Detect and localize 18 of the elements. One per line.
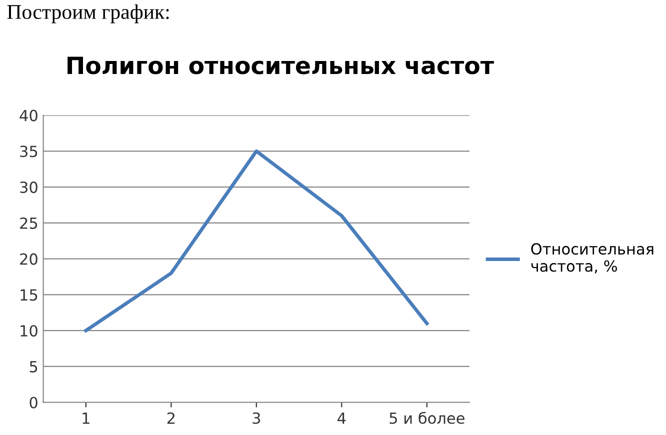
legend-label: Относительная частота, % bbox=[531, 243, 654, 274]
chart-title: Полигон относительных частот bbox=[68, 56, 494, 74]
y-tick-label: 15 bbox=[20, 289, 38, 301]
x-tick-label: 5 и более bbox=[390, 412, 464, 424]
y-tick-label: 10 bbox=[20, 325, 38, 337]
text: Построим график: bbox=[7, 4, 169, 24]
y-tick-label: 30 bbox=[20, 182, 38, 194]
x-tick-label: 2 bbox=[167, 412, 174, 424]
y-tick-label: 40 bbox=[20, 110, 38, 122]
y-tick-label: 0 bbox=[30, 396, 38, 408]
line-series bbox=[84, 149, 429, 332]
x-tick-label: 3 bbox=[252, 412, 260, 424]
y-tick-label: 35 bbox=[20, 146, 38, 158]
x-tick-label: 4 bbox=[338, 412, 346, 424]
y-tick-label: 5 bbox=[30, 361, 38, 373]
y-tick-label: 25 bbox=[20, 217, 38, 229]
y-tick-label: 20 bbox=[20, 253, 38, 265]
x-tick-label: 1 bbox=[82, 412, 90, 424]
